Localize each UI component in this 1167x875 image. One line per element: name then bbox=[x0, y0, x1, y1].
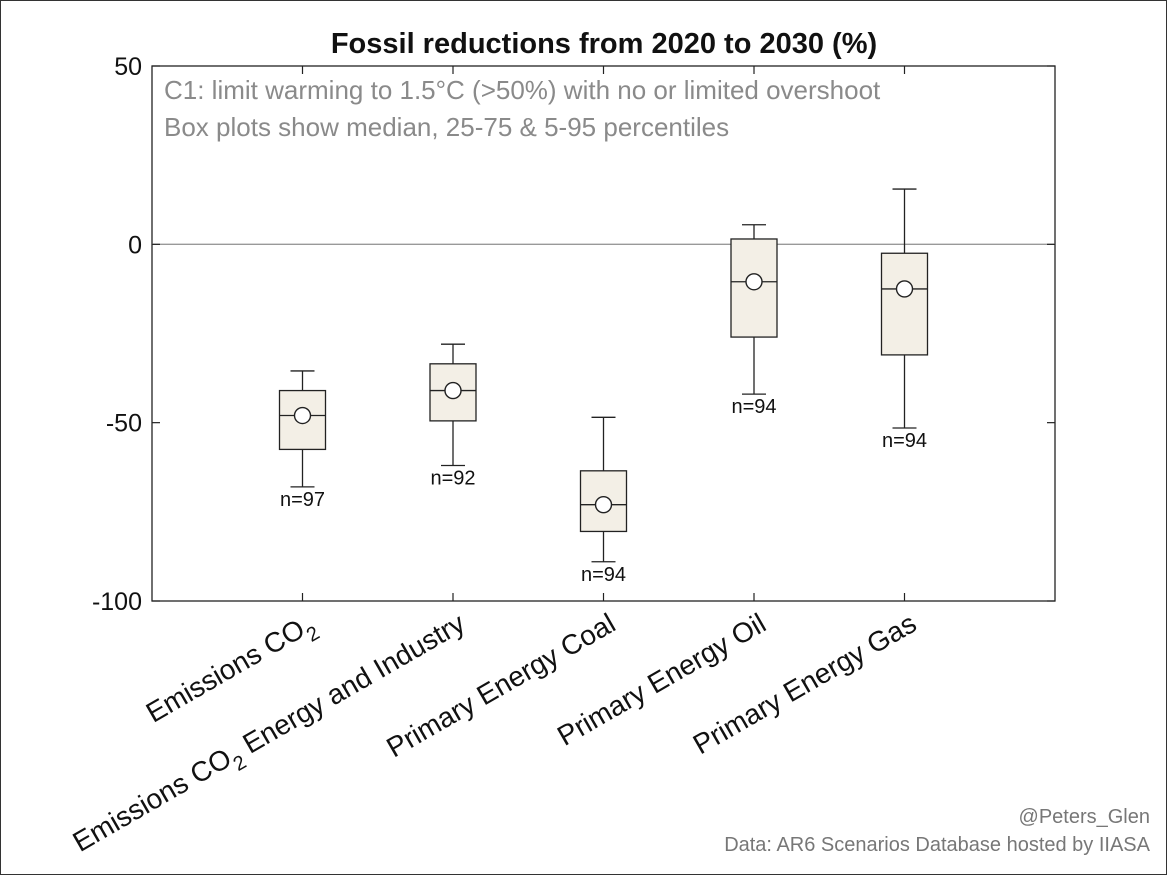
annotation-boxplot-legend: Box plots show median, 25-75 & 5-95 perc… bbox=[164, 112, 729, 142]
box-series: n=97 n=92 n=94 n=94 n=94 bbox=[278, 188, 929, 586]
mean-marker bbox=[745, 273, 763, 291]
box-plot-1: n=97 bbox=[278, 370, 327, 511]
mean-marker bbox=[444, 381, 462, 400]
sample-count-label: n=92 bbox=[430, 467, 475, 489]
iqr-box bbox=[880, 252, 929, 356]
box-plot-2: n=92 bbox=[429, 343, 477, 489]
y-axis: 50 0 -50 -100 bbox=[92, 53, 1055, 616]
mean-marker bbox=[594, 496, 613, 514]
box-plot-4: n=94 bbox=[730, 224, 778, 418]
y-tick-label: 0 bbox=[128, 231, 142, 259]
box-plot-5: n=94 bbox=[880, 188, 929, 452]
mean-marker bbox=[895, 280, 914, 298]
y-tick-label: -100 bbox=[92, 588, 142, 616]
author-credit: @Peters_Glen bbox=[1019, 806, 1150, 828]
sample-count-label: n=94 bbox=[581, 564, 626, 586]
iqr-box bbox=[278, 389, 327, 451]
box-plot-3: n=94 bbox=[579, 416, 628, 586]
annotation-scenario: C1: limit warming to 1.5°C (>50%) with n… bbox=[164, 75, 881, 105]
sample-count-label: n=94 bbox=[731, 396, 776, 418]
mean-marker bbox=[293, 406, 312, 425]
sample-count-label: n=94 bbox=[882, 430, 927, 452]
y-tick-label: 50 bbox=[114, 53, 142, 81]
data-source-credit: Data: AR6 Scenarios Database hosted by I… bbox=[724, 834, 1150, 856]
sample-count-label: n=97 bbox=[280, 489, 325, 511]
y-tick-label: -50 bbox=[106, 410, 142, 438]
chart-title: Fossil reductions from 2020 to 2030 (%) bbox=[331, 28, 877, 60]
